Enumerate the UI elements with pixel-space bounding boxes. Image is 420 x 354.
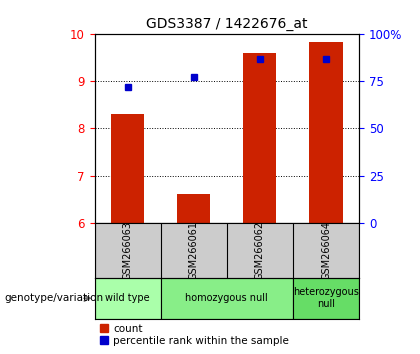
Bar — [160, 278, 293, 319]
Text: GSM266061: GSM266061 — [189, 221, 199, 280]
Bar — [310, 42, 343, 223]
Text: GSM266064: GSM266064 — [321, 221, 331, 280]
Bar — [293, 278, 359, 319]
Text: wild type: wild type — [105, 293, 150, 303]
Text: homozygous null: homozygous null — [185, 293, 268, 303]
Text: heterozygous
null: heterozygous null — [293, 287, 359, 309]
Bar — [177, 194, 210, 223]
Text: GSM266063: GSM266063 — [123, 221, 133, 280]
Text: GSM266062: GSM266062 — [255, 221, 265, 280]
Title: GDS3387 / 1422676_at: GDS3387 / 1422676_at — [146, 17, 307, 31]
Bar — [243, 53, 276, 223]
Bar — [111, 114, 144, 223]
Legend: count, percentile rank within the sample: count, percentile rank within the sample — [100, 324, 289, 346]
Bar — [94, 278, 160, 319]
Text: genotype/variation: genotype/variation — [4, 293, 103, 303]
